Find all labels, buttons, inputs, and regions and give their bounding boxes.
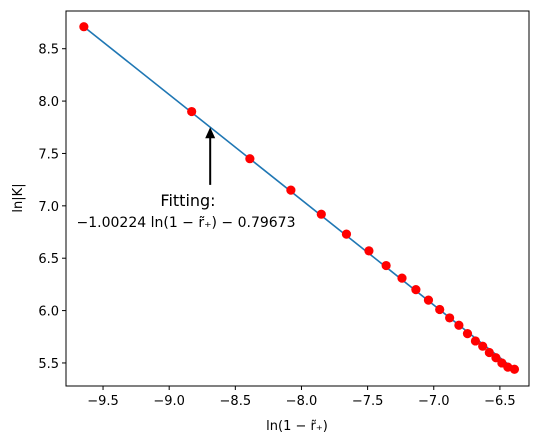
y-axis-label: ln|K| [11,183,26,212]
data-point [341,229,352,239]
data-point [445,313,455,323]
x-tick-label: −9.5 [87,394,119,409]
x-tick-label: −9.0 [153,394,185,409]
data-point [454,320,464,330]
data-point [316,209,326,219]
data-point [364,246,374,256]
x-axis-ticks: −9.5 −9.0 −8.5 −8.0 −7.5 −7.0 −6.5 [87,386,516,409]
y-tick-label: 7.5 [38,147,59,162]
plot-area-frame [65,10,530,387]
annotation-formula: −1.00224 ln(1 − r̃₊) − 0.79673 [77,215,296,231]
data-point [397,273,407,283]
data-point [478,341,488,351]
data-point [187,106,197,117]
data-point [411,285,421,295]
annotation-title: Fitting: [160,191,215,210]
y-tick-label: 6.0 [38,305,59,320]
y-tick-label: 6.5 [38,252,59,267]
annotation-arrow-head [205,127,216,139]
data-point [286,185,296,195]
data-point [509,364,520,374]
data-point [79,22,89,32]
data-point [423,295,434,305]
data-point [435,304,445,315]
y-tick-label: 8.0 [38,95,59,110]
data-point [381,260,391,271]
y-tick-label: 8.5 [38,43,59,58]
data-point [470,336,481,346]
x-tick-label: −6.5 [484,394,516,409]
fit-annotation: Fitting: −1.00224 ln(1 − r̃₊) − 0.79673 [77,127,296,231]
y-axis-ticks: 5.5 6.0 6.5 7.0 7.5 8.0 8.5 [38,43,66,372]
data-point [245,154,255,164]
data-point [484,347,494,358]
data-point [462,329,473,339]
x-axis-label: ln(1 − r̃₊) [266,419,328,434]
y-tick-label: 7.0 [38,200,59,215]
x-tick-label: −7.5 [352,394,384,409]
x-tick-label: −8.0 [286,394,318,409]
y-tick-label: 5.5 [38,357,59,372]
data-point [491,353,501,363]
x-tick-label: −7.0 [418,394,450,409]
x-tick-label: −8.5 [220,394,252,409]
data-points-group [79,22,520,374]
